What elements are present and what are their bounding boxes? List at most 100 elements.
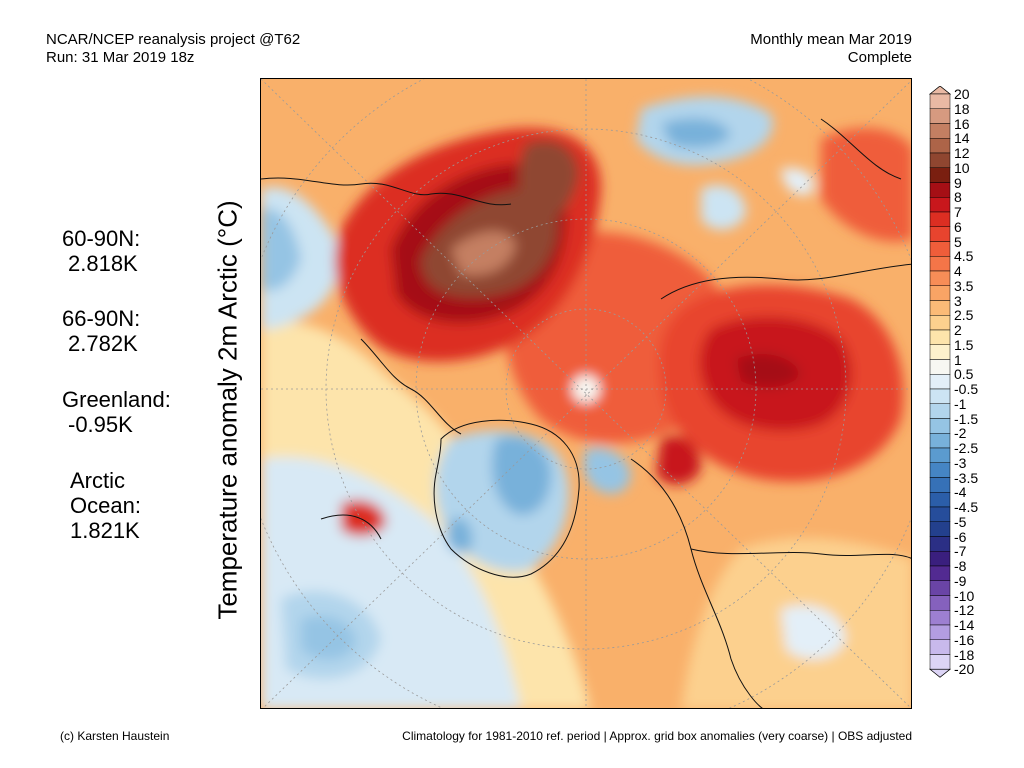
- colorbar-tick-label: 12: [954, 145, 970, 161]
- header-left: NCAR/NCEP reanalysis project @T62 Run: 3…: [46, 31, 300, 67]
- stat-label: 66-90N:: [62, 306, 141, 331]
- colorbar-swatch: [929, 93, 951, 109]
- colorbar-swatch: [929, 565, 951, 581]
- colorbar-swatches: [928, 85, 952, 678]
- colorbar-swatch: [929, 580, 951, 596]
- colorbar-tick-label: 18: [954, 100, 970, 117]
- colorbar-swatch: [929, 624, 951, 640]
- colorbar-tick-label: -0.5: [954, 381, 979, 397]
- anomaly-map: [260, 78, 912, 709]
- colorbar-tick-label: 4: [954, 263, 962, 279]
- colorbar-tick-label: 1.5: [954, 336, 974, 353]
- colorbar-swatch: [929, 300, 951, 316]
- colorbar-tick-label: 20: [954, 86, 970, 102]
- colorbar-tick-label: 0.5: [954, 366, 974, 383]
- colorbar-tick-label: 14: [954, 130, 970, 147]
- colorbar-swatch: [929, 167, 951, 183]
- colorbar-swatch: [929, 211, 951, 227]
- colorbar-swatch: [929, 285, 951, 301]
- colorbar-tick-label: -3.5: [954, 469, 979, 486]
- header-right: Monthly mean Mar 2019 Complete: [750, 31, 912, 67]
- colorbar-tick-label: 4.5: [954, 248, 974, 265]
- colorbar-tick-label: 9: [954, 174, 962, 191]
- colorbar-tick-label: -2: [954, 425, 967, 442]
- anomaly-map-canvas: [261, 79, 911, 708]
- colorbar-swatch: [929, 403, 951, 419]
- colorbar-swatch: [929, 138, 951, 154]
- colorbar-tick-label: -2.5: [954, 440, 979, 456]
- colorbar-tick-label: 5: [954, 233, 962, 250]
- colorbar-swatch: [929, 152, 951, 168]
- colorbar-swatch: [929, 595, 951, 611]
- stat-60-90n: 60-90N: 2.818K: [62, 226, 140, 276]
- colorbar-swatch: [929, 447, 951, 463]
- colorbar-tick-label: 16: [954, 115, 970, 132]
- coastlines: [261, 118, 911, 708]
- colorbar-tick-label: -20: [954, 661, 975, 678]
- colorbar-tick-label: 6: [954, 218, 962, 235]
- stat-greenland: Greenland: -0.95K: [62, 387, 171, 437]
- colorbar-tick-label: -18: [954, 646, 975, 663]
- colorbar-top-arrow: [928, 85, 952, 95]
- colorbar-bottom-arrow: [928, 668, 952, 678]
- colorbar-swatch: [929, 477, 951, 493]
- stat-label-line2: Ocean:: [70, 493, 141, 518]
- colorbar-swatch: [929, 123, 951, 139]
- colorbar-tick-label: -4: [954, 484, 967, 501]
- colorbar-swatch: [929, 374, 951, 390]
- stat-value: 2.818K: [68, 251, 138, 276]
- colorbar-swatch: [929, 329, 951, 345]
- stat-label: Arctic: [70, 468, 125, 493]
- colorbar-tick-label: 10: [954, 159, 970, 176]
- colorbar-tick-label: 1: [954, 351, 962, 368]
- stat-value: 2.782K: [68, 331, 138, 356]
- stat-arctic-ocean: Arctic Ocean: 1.821K: [70, 468, 141, 543]
- colorbar-tick-label: 3: [954, 292, 962, 309]
- colorbar-swatch: [929, 418, 951, 434]
- colorbar: [928, 85, 952, 699]
- colorbar-tick-label: -14: [954, 617, 975, 633]
- colorbar-swatch: [929, 610, 951, 626]
- colorbar-tick-label: -6: [954, 528, 967, 545]
- colorbar-swatch: [929, 256, 951, 272]
- colorbar-tick-label: -16: [954, 631, 975, 648]
- colorbar-tick-label: 3.5: [954, 277, 974, 294]
- colorbar-tick-label: -1: [954, 395, 967, 412]
- run-date: Run: 31 Mar 2019 18z: [46, 49, 195, 66]
- colorbar-swatch: [929, 270, 951, 286]
- colorbar-swatch: [929, 344, 951, 360]
- colorbar-swatch: [929, 462, 951, 478]
- stat-label: Greenland:: [62, 387, 171, 412]
- colorbar-swatch: [929, 506, 951, 522]
- colorbar-swatch: [929, 639, 951, 655]
- colorbar-tick-label: -1.5: [954, 410, 979, 427]
- stat-66-90n: 66-90N: 2.782K: [62, 306, 140, 356]
- colorbar-swatch: [929, 315, 951, 331]
- colorbar-swatch: [929, 388, 951, 404]
- y-axis-label: Temperature anomaly 2m Arctic (°C): [212, 200, 243, 620]
- colorbar-tick-label: 8: [954, 189, 962, 206]
- colorbar-swatch: [929, 536, 951, 552]
- stat-value: -0.95K: [68, 412, 133, 437]
- credit-text: (c) Karsten Haustein: [60, 729, 170, 743]
- colorbar-tick-label: 2: [954, 322, 962, 338]
- model-title: NCAR/NCEP reanalysis project @T62: [46, 31, 301, 48]
- stat-value: 1.821K: [70, 518, 140, 543]
- colorbar-swatch: [929, 551, 951, 567]
- colorbar-tick-label: -5: [954, 513, 967, 530]
- colorbar-tick-label: 7: [954, 204, 962, 220]
- anomaly-fields: [261, 96, 911, 708]
- colorbar-swatch: [929, 521, 951, 537]
- colorbar-swatch: [929, 654, 951, 670]
- colorbar-tick-label: -4.5: [954, 499, 979, 515]
- period-title: Monthly mean Mar 2019: [750, 31, 912, 48]
- status-text: Complete: [847, 49, 912, 66]
- climatology-note: Climatology for 1981-2010 ref. period | …: [402, 729, 912, 743]
- colorbar-tick-label: -7: [954, 543, 967, 560]
- colorbar-swatch: [929, 241, 951, 257]
- colorbar-swatch: [929, 359, 951, 375]
- colorbar-swatch: [929, 226, 951, 242]
- colorbar-swatch: [929, 433, 951, 449]
- stat-label: 60-90N:: [62, 226, 141, 251]
- colorbar-swatch: [929, 108, 951, 124]
